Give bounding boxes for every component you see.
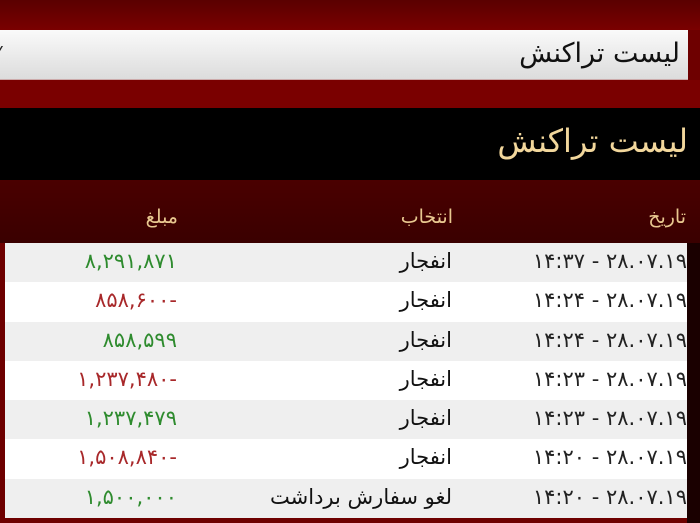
transaction-selection: انفجار bbox=[399, 406, 452, 431]
transaction-date: ۱۴:۲۳ - ۲۸.۰۷.۱۹ bbox=[532, 366, 687, 391]
table-row[interactable]: ۱۴:۲۴ - ۲۸.۰۷.۱۹ انفجار ۸۵۸,۶۰۰- bbox=[5, 282, 687, 322]
column-header-date: تاریخ bbox=[648, 206, 686, 228]
table-row[interactable]: ۱۴:۲۳ - ۲۸.۰۷.۱۹ انفجار ۱,۲۳۷,۴۷۹ bbox=[5, 400, 687, 440]
transaction-selection: انفجار bbox=[399, 327, 452, 352]
transaction-date: ۱۴:۲۳ - ۲۸.۰۷.۱۹ bbox=[532, 406, 687, 431]
transaction-table: ۱۴:۳۷ - ۲۸.۰۷.۱۹ انفجار ۸,۲۹۱,۸۷۱ ۱۴:۲۴ -… bbox=[5, 243, 687, 519]
transaction-date: ۱۴:۲۰ - ۲۸.۰۷.۱۹ bbox=[532, 484, 687, 509]
transaction-amount: ۱,۵۰۰,۰۰۰ bbox=[84, 484, 177, 509]
column-header-amount: مبلغ bbox=[145, 206, 178, 228]
transaction-selection: انفجار bbox=[399, 288, 452, 313]
transaction-date: ۱۴:۲۴ - ۲۸.۰۷.۱۹ bbox=[532, 288, 687, 313]
transaction-date: ۱۴:۲۰ - ۲۸.۰۷.۱۹ bbox=[532, 445, 687, 470]
top-bar bbox=[0, 0, 700, 30]
page-selector-value: لیست تراکنش bbox=[519, 38, 680, 69]
transaction-date: ۱۴:۲۴ - ۲۸.۰۷.۱۹ bbox=[532, 327, 687, 352]
right-edge bbox=[687, 243, 700, 523]
table-row[interactable]: ۱۴:۳۷ - ۲۸.۰۷.۱۹ انفجار ۸,۲۹۱,۸۷۱ bbox=[5, 243, 687, 283]
title-bar: لیست تراکنش bbox=[0, 108, 700, 180]
page-title: لیست تراکنش bbox=[497, 122, 688, 160]
column-header-selection: انتخاب bbox=[400, 206, 453, 228]
table-row[interactable]: ۱۴:۲۴ - ۲۸.۰۷.۱۹ انفجار ۸۵۸,۵۹۹ bbox=[5, 321, 687, 361]
table-row[interactable]: ۱۴:۲۰ - ۲۸.۰۷.۱۹ انفجار ۱,۵۰۸,۸۴۰- bbox=[5, 439, 687, 479]
transaction-amount: ۸۵۸,۶۰۰- bbox=[95, 288, 177, 313]
transaction-amount: ۱,۲۳۷,۴۷۹ bbox=[84, 406, 177, 431]
transaction-date: ۱۴:۳۷ - ۲۸.۰۷.۱۹ bbox=[532, 249, 687, 273]
transaction-amount: ۱,۵۰۸,۸۴۰- bbox=[77, 445, 177, 470]
separator-band bbox=[0, 80, 700, 108]
transaction-selection: انفجار bbox=[399, 366, 452, 391]
table-row[interactable]: ۱۴:۲۳ - ۲۸.۰۷.۱۹ انفجار ۱,۲۳۷,۴۸۰- bbox=[5, 360, 687, 401]
transaction-amount: ۸۵۸,۵۹۹ bbox=[102, 327, 177, 352]
page-selector-field[interactable]: ⁄ لیست تراکنش bbox=[0, 30, 688, 80]
table-row[interactable]: ۱۴:۲۰ - ۲۸.۰۷.۱۹ لغو سفارش برداشت ۱,۵۰۰,… bbox=[5, 478, 687, 519]
transaction-selection: انفجار bbox=[399, 445, 452, 470]
transaction-amount: ۱,۲۳۷,۴۸۰- bbox=[77, 366, 177, 391]
transaction-selection: انفجار bbox=[399, 249, 452, 273]
transaction-amount: ۸,۲۹۱,۸۷۱ bbox=[84, 249, 177, 273]
table-header: تاریخ انتخاب مبلغ bbox=[0, 180, 700, 243]
transaction-selection: لغو سفارش برداشت bbox=[270, 484, 452, 509]
